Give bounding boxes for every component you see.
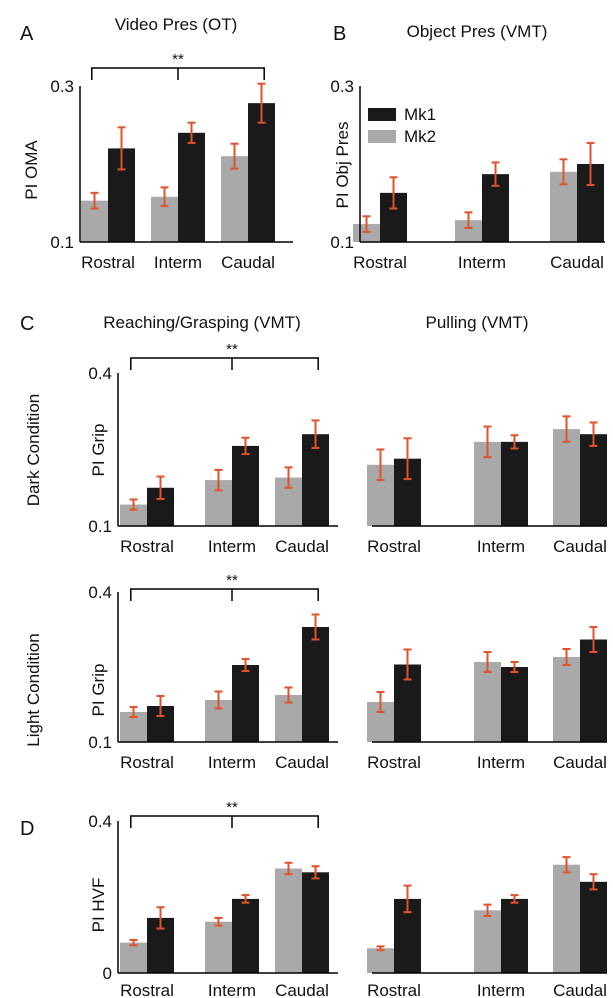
video_pres-bar-mk1-interm (178, 132, 205, 242)
panel-letter-a: A (20, 23, 34, 45)
pull_light-bar-mk2-interm (474, 662, 501, 742)
hvf_pull-bar-mk2-rostral (367, 948, 394, 973)
reach_dark-bar-mk1-interm (232, 445, 259, 526)
reach_dark-significance-bracket (130, 357, 319, 370)
pull_dark-bar-mk1-caudal (580, 434, 607, 526)
panel-letter-d: D (20, 818, 34, 840)
object_pres-category-label-interm: Interm (458, 253, 506, 272)
panel-letter-b: B (333, 23, 346, 45)
reach_dark-category-label-interm: Interm (208, 537, 256, 556)
ylabel-hvf: PI HVF (89, 878, 108, 933)
legend-swatch-mk1 (368, 108, 396, 121)
object_pres-ytick-label: 0.1 (330, 233, 354, 252)
reach_dark-significance-marker: ** (226, 341, 238, 358)
reach_light-ytick-label: 0.4 (88, 583, 112, 602)
object_pres-category-label-caudal: Caudal (550, 253, 604, 272)
title-object-pres: Object Pres (VMT) (407, 22, 548, 41)
legend-label-mk1: Mk1 (404, 105, 436, 124)
reach_light-significance-marker: ** (226, 572, 238, 589)
charts-layer: 0.1 0.3 Rostral Interm Caudal ** 0.1 0.3 Rostral… (50, 51, 607, 998)
ylabel-object-pres: PI Obj Pres (333, 122, 352, 209)
pull_light-category-label-interm: Interm (477, 753, 525, 772)
hvf_reach-ytick-label: 0 (103, 964, 112, 983)
hvf_reach-bar-mk2-rostral (120, 942, 147, 973)
ylabel-video-pres: PI OMA (22, 140, 41, 200)
title-video-pres: Video Pres (OT) (115, 15, 238, 34)
legend-swatch-mk2 (368, 130, 396, 143)
pull_light-bar-mk1-interm (501, 667, 528, 742)
reach_light-category-label-rostral: Rostral (120, 753, 174, 772)
object_pres-ytick-label: 0.3 (330, 77, 354, 96)
ylabel-reach-light: PI Grip (89, 664, 108, 717)
hvf_reach-category-label-interm: Interm (208, 981, 256, 998)
reach_light-ytick-label: 0.1 (88, 733, 112, 752)
hvf_reach-bar-mk1-caudal (302, 872, 329, 973)
object_pres-bar-mk2-interm (455, 220, 482, 242)
pull_light-bar-mk1-caudal (580, 639, 607, 742)
hvf_reach-bar-mk2-caudal (275, 868, 302, 973)
pull_dark-bar-mk2-caudal (553, 429, 580, 526)
reach_light-bar-mk1-interm (232, 665, 259, 742)
reach_dark-ytick-label: 0.1 (88, 517, 112, 536)
hvf_reach-category-label-caudal: Caudal (275, 981, 329, 998)
reach_light-significance-bracket (130, 588, 319, 601)
hvf_pull-bar-mk1-caudal (580, 881, 607, 973)
reach_light-category-label-caudal: Caudal (275, 753, 329, 772)
hvf_pull-bar-mk2-interm (474, 910, 501, 973)
reach_dark-category-label-rostral: Rostral (120, 537, 174, 556)
hvf_pull-category-label-caudal: Caudal (553, 981, 607, 998)
reach_dark-bar-mk2-rostral (120, 504, 147, 526)
reach_dark-category-label-caudal: Caudal (275, 537, 329, 556)
hvf_pull-category-label-rostral: Rostral (367, 981, 421, 998)
hvf_reach-bar-mk2-interm (205, 921, 232, 973)
hvf_reach-category-label-rostral: Rostral (120, 981, 174, 998)
video_pres-ytick-label: 0.1 (50, 233, 74, 252)
reach_light-category-label-interm: Interm (208, 753, 256, 772)
reach_light-bar-mk1-caudal (302, 627, 329, 742)
pull_light-category-label-rostral: Rostral (367, 753, 421, 772)
object_pres-category-label-rostral: Rostral (353, 253, 407, 272)
pull_dark-bar-mk1-interm (501, 441, 528, 526)
pull_dark-category-label-interm: Interm (477, 537, 525, 556)
ylabel-reach-dark: PI Grip (89, 424, 108, 477)
video_pres-significance-marker: ** (172, 51, 184, 68)
hvf_reach-bar-mk1-interm (232, 898, 259, 973)
row-label-dark: Dark Condition (24, 394, 43, 506)
panel-letter-c: C (20, 313, 34, 335)
video_pres-category-label-rostral: Rostral (81, 253, 135, 272)
video_pres-bar-mk2-caudal (221, 156, 248, 242)
hvf_reach-significance-marker: ** (226, 799, 238, 816)
video_pres-significance-bracket (91, 67, 265, 80)
video_pres-ytick-label: 0.3 (50, 77, 74, 96)
hvf_pull-category-label-interm: Interm (477, 981, 525, 998)
hvf_reach-ytick-label: 0.4 (88, 812, 112, 831)
video_pres-bar-mk1-caudal (248, 103, 275, 242)
pull_dark-category-label-rostral: Rostral (367, 537, 421, 556)
reach_dark-bar-mk1-caudal (302, 434, 329, 526)
reach_dark-ytick-label: 0.4 (88, 364, 112, 383)
pull_dark-category-label-caudal: Caudal (553, 537, 607, 556)
pull_light-category-label-caudal: Caudal (553, 753, 607, 772)
row-label-light: Light Condition (24, 633, 43, 746)
title-reaching-grasping: Reaching/Grasping (VMT) (103, 313, 300, 332)
hvf_reach-significance-bracket (130, 815, 319, 828)
pull_light-bar-mk2-caudal (553, 657, 580, 742)
hvf_pull-bar-mk1-interm (501, 898, 528, 973)
legend-label-mk2: Mk2 (404, 127, 436, 146)
hvf_pull-bar-mk2-caudal (553, 864, 580, 973)
video_pres-category-label-caudal: Caudal (221, 253, 275, 272)
title-pulling: Pulling (VMT) (426, 313, 529, 332)
video_pres-category-label-interm: Interm (154, 253, 202, 272)
